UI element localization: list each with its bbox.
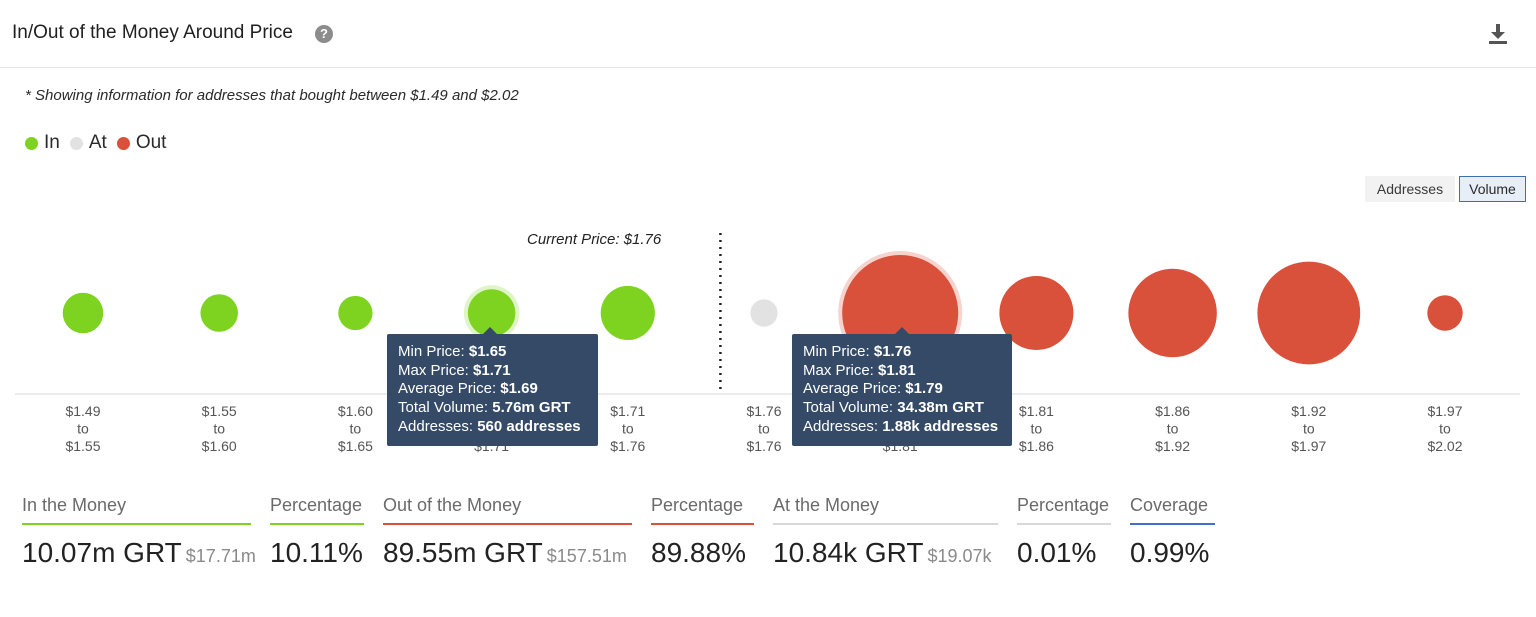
bubble-at[interactable] <box>750 299 778 327</box>
stat-value: 89.88% <box>651 537 746 568</box>
summary-stats: In the Money 10.07m GRT $17.71m Percentag… <box>0 495 1536 585</box>
tooltip-addr-label: Addresses: <box>803 417 879 435</box>
legend-at-label: At <box>88 132 107 153</box>
stat-in-the-money: In the Money 10.07m GRT $17.71m <box>22 495 256 569</box>
stat-coverage: Coverage 0.99% <box>1130 495 1215 569</box>
tooltip-addr-label: Addresses: <box>398 417 474 435</box>
stat-usd-value: $19.07k <box>927 546 992 566</box>
tooltip-min-label: Min Price: <box>803 343 870 360</box>
stat-label: At the Money <box>773 495 998 525</box>
stat-usd-value: $17.71m <box>185 546 256 566</box>
legend-out-dot <box>116 136 130 150</box>
legend-item-at[interactable]: At <box>69 132 107 154</box>
legend-at-dot <box>69 136 83 150</box>
stat-out-percentage: Percentage 89.88% <box>651 495 754 569</box>
tooltip-bucket-7: Min Price: $1.76 Max Price: $1.81 Averag… <box>792 327 1012 446</box>
stat-value: 10.07m GRT <box>22 537 182 568</box>
bubble-in[interactable] <box>338 295 373 331</box>
stat-label: Percentage <box>1017 495 1111 525</box>
x-tick-label: $1.76 to $1.76 <box>746 403 781 454</box>
stat-value: 89.55m GRT <box>383 537 543 568</box>
legend: In At Out <box>25 132 166 154</box>
tooltip-min-label: Min Price: <box>398 343 465 360</box>
tooltip-addr-value: 560 addresses <box>477 417 581 435</box>
bubble-out[interactable] <box>1257 261 1361 365</box>
legend-item-out[interactable]: Out <box>116 132 167 154</box>
bubble-in[interactable] <box>200 294 238 332</box>
bubble-out[interactable] <box>999 275 1074 351</box>
tooltip-avg-value: $1.79 <box>905 380 943 398</box>
stat-label: Out of the Money <box>383 495 632 525</box>
tooltip-vol-label: Total Volume: <box>398 399 489 417</box>
stat-value: 10.84k GRT <box>773 537 924 568</box>
x-tick-label: $1.55 to $1.60 <box>202 403 237 454</box>
stat-usd-value: $157.51m <box>546 546 627 566</box>
stat-label: Coverage <box>1130 495 1215 525</box>
x-tick-label: $1.49 to $1.55 <box>65 403 100 454</box>
tooltip-max-label: Max Price: <box>803 361 874 379</box>
tooltip-max-label: Max Price: <box>398 361 469 379</box>
legend-in-label: In <box>44 132 60 153</box>
help-icon[interactable]: ? <box>315 25 333 43</box>
tooltip-addr-value: 1.88k addresses <box>882 417 999 435</box>
tooltip-min-value: $1.76 <box>873 343 912 360</box>
bubble-out[interactable] <box>1427 295 1463 331</box>
volume-toggle-button[interactable]: Volume <box>1459 176 1526 202</box>
stat-at-the-money: At the Money 10.84k GRT $19.07k <box>773 495 998 569</box>
download-icon[interactable] <box>1486 22 1510 46</box>
tooltip-vol-value: 5.76m GRT <box>492 399 571 417</box>
stat-in-percentage: Percentage 10.11% <box>270 495 364 569</box>
chart-header: In/Out of the Money Around Price ? <box>0 0 1536 68</box>
stat-label: In the Money <box>22 495 251 525</box>
stat-label: Percentage <box>651 495 754 525</box>
bubble-out[interactable] <box>1128 268 1217 358</box>
addresses-toggle-button[interactable]: Addresses <box>1365 176 1455 202</box>
stat-value: 10.11% <box>270 537 363 568</box>
legend-in-dot <box>25 136 38 150</box>
stat-value: 0.99% <box>1130 537 1210 568</box>
bubble-in[interactable] <box>467 289 516 337</box>
stat-label: Percentage <box>270 495 364 525</box>
range-note: * Showing information for addresses that… <box>25 87 519 104</box>
x-tick-label: $1.81 to $1.86 <box>1019 403 1054 454</box>
legend-out-label: Out <box>135 132 167 153</box>
bubble-in[interactable] <box>600 285 655 341</box>
stat-at-percentage: Percentage 0.01% <box>1017 495 1111 569</box>
stat-value: 0.01% <box>1017 537 1097 568</box>
x-tick-label: $1.86 to $1.92 <box>1155 403 1190 454</box>
x-tick-label: $1.97 to $2.02 <box>1427 403 1462 454</box>
tooltip-bucket-4: Min Price: $1.65 Max Price: $1.71 Averag… <box>387 327 598 446</box>
tooltip-min-value: $1.65 <box>468 343 507 360</box>
chart-title: In/Out of the Money Around Price <box>12 22 293 43</box>
tooltip-vol-value: 34.38m GRT <box>897 399 984 417</box>
tooltip-max-value: $1.71 <box>473 361 511 379</box>
tooltip-avg-value: $1.69 <box>500 380 538 398</box>
current-price-label: Current Price: $1.76 <box>527 231 662 248</box>
x-tick-label: $1.92 to $1.97 <box>1291 403 1326 454</box>
tooltip-vol-label: Total Volume: <box>803 399 894 417</box>
tooltip-avg-label: Average Price: <box>803 380 902 398</box>
x-tick-label: $1.71 to $1.76 <box>610 403 645 454</box>
bubble-in[interactable] <box>62 292 104 334</box>
stat-out-of-the-money: Out of the Money 89.55m GRT $157.51m <box>383 495 632 569</box>
legend-item-in[interactable]: In <box>25 132 60 154</box>
tooltip-avg-label: Average Price: <box>398 380 497 398</box>
tooltip-max-value: $1.81 <box>878 361 916 379</box>
x-tick-label: $1.60 to $1.65 <box>338 403 373 454</box>
